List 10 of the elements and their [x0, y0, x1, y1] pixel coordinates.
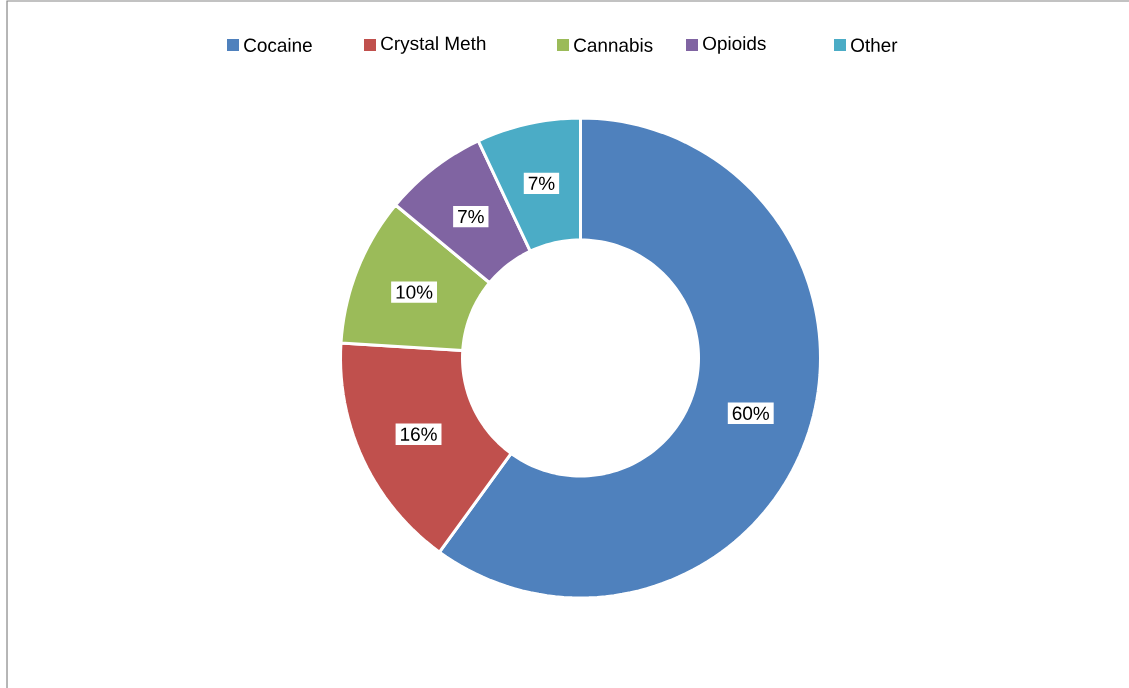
data-label: 7%	[528, 176, 555, 190]
data-label: 60%	[732, 406, 770, 420]
data-label: 16%	[401, 427, 437, 441]
legend-label: Crystal Meth	[381, 36, 486, 54]
legend-label: Opioids	[703, 36, 766, 54]
data-label: 7%	[458, 209, 484, 224]
legend-label: Other	[851, 38, 898, 52]
legend-label: Cannabis	[574, 38, 653, 52]
data-label: 10%	[396, 285, 433, 299]
legend-label: Cocaine	[244, 38, 312, 52]
